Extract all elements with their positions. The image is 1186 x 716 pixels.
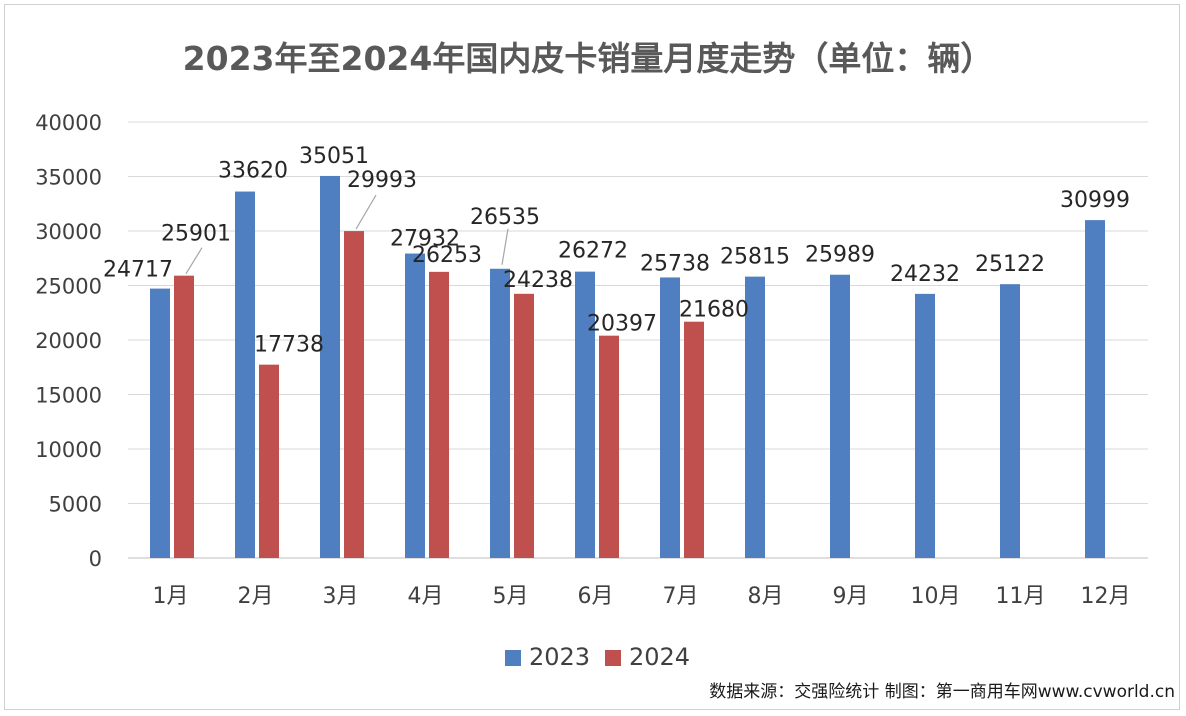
x-tick-label: 2月 [238,584,274,609]
data-labels: 24717 33620 35051 27932 26535 26272 25738 25815… [103,144,1130,358]
y-tick-label: 35000 [35,166,102,190]
data-label-2023-2月: 33620 [218,159,288,184]
data-label-2023-8月: 25815 [720,245,790,270]
x-tick-label: 3月 [323,584,359,609]
data-label-2023-4月: 27932 [390,227,460,252]
data-label-2023-1月: 24717 [103,258,173,283]
leader-line [355,194,377,230]
legend: 2023 2024 [505,643,690,671]
x-tick-label: 9月 [833,584,869,609]
bar-2024-4月 [429,271,449,558]
data-label-2023-5月: 26535 [470,205,540,230]
bar-2023-4月 [405,253,425,558]
data-label-2024-4月: 26253 [412,243,482,268]
y-tick-label: 25000 [35,275,102,299]
x-tick-label: 1月 [153,584,189,609]
bar-2024-3月 [344,231,364,558]
leader-line [501,228,509,265]
x-axis-ticks: 1月 2月 3月 4月 5月 6月 7月 8月 9月 10月 11月 12月 [153,584,1131,609]
leader-line [185,247,203,274]
bar-2023-11月 [1000,284,1020,558]
data-label-2024-3月: 29993 [347,168,417,193]
legend-swatch-2023 [505,650,521,666]
y-tick-label: 30000 [35,220,102,244]
bar-2023-8月 [745,276,765,558]
data-label-2024-1月: 25901 [161,222,231,247]
data-label-2023-9月: 25989 [805,243,875,268]
data-label-2023-3月: 35051 [299,144,369,169]
legend-label-2023: 2023 [529,643,590,671]
legend-label-2024: 2024 [629,643,690,671]
y-tick-label: 5000 [49,493,102,517]
x-tick-label: 7月 [663,584,699,609]
x-tick-label: 11月 [996,584,1046,609]
bars [150,175,1105,559]
bar-2023-5月 [490,268,510,558]
bar-2024-1月 [174,275,194,558]
gridlines [128,121,1148,559]
x-tick-label: 5月 [493,584,529,609]
data-label-2024-6月: 20397 [587,312,657,337]
x-tick-label: 12月 [1081,584,1131,609]
x-tick-label: 8月 [748,584,784,609]
data-label-2023-11月: 25122 [975,252,1045,277]
y-tick-label: 15000 [35,384,102,408]
x-tick-label: 10月 [911,584,961,609]
x-tick-label: 6月 [578,584,614,609]
label-leader-lines [185,194,509,274]
source-note: 数据来源：交强险统计 制图：第一商用车网www.cvworld.cn [709,682,1175,702]
bar-2023-6月 [575,271,595,558]
y-tick-label: 20000 [35,329,102,353]
bar-2023-1月 [150,288,170,558]
bar-2023-3月 [320,175,340,559]
bar-2023-2月 [235,191,255,559]
y-tick-label: 10000 [35,438,102,462]
data-label-2024-7月: 21680 [679,298,749,323]
data-label-2024-2月: 17738 [254,333,324,358]
chart-title: 2023年至2024年国内皮卡销量月度走势（单位：辆） [183,39,994,78]
bar-2023-7月 [660,277,680,558]
bar-2023-12月 [1085,220,1105,558]
y-axis-ticks: 0 5000 10000 15000 20000 25000 30000 35000 40000 [35,111,102,571]
data-label-2024-5月: 24238 [503,268,573,293]
data-label-2023-10月: 24232 [890,262,960,287]
data-label-2023-7月: 25738 [640,251,710,276]
legend-swatch-2024 [605,650,621,666]
y-tick-label: 40000 [35,111,102,135]
bar-2023-9月 [830,274,850,558]
bar-2024-6月 [599,335,619,558]
bar-2023-10月 [915,293,935,558]
data-label-2023-12月: 30999 [1060,188,1130,213]
bar-2024-7月 [684,321,704,558]
data-label-2023-6月: 26272 [558,239,628,264]
y-tick-label: 0 [89,547,102,571]
bar-2024-2月 [259,364,279,558]
bar-2024-5月 [514,293,534,558]
x-tick-label: 4月 [408,584,444,609]
